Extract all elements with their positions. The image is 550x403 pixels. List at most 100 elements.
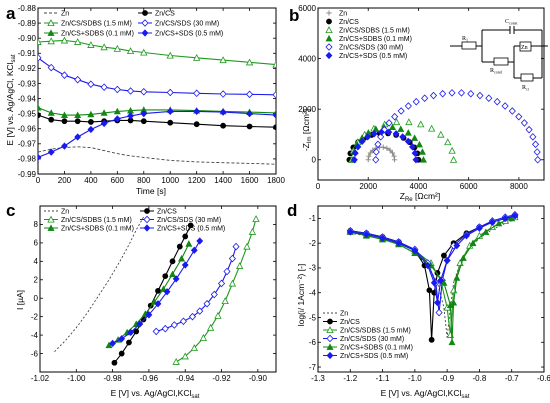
y-tick-label-a: -0.93 <box>18 79 37 88</box>
plot-frame-b <box>317 7 545 181</box>
data-point-b-5 <box>354 143 362 151</box>
data-point-a-1 <box>246 123 253 130</box>
x-tick-label-b: 8000 <box>510 182 528 191</box>
circuit-cconst-label: Cconst <box>505 19 518 26</box>
legend-marker <box>141 19 149 27</box>
legend-marker <box>142 10 148 16</box>
data-point-b-4 <box>533 148 541 156</box>
legend-entry-c-4: Zn/CS+SDBS (0.1 mM) <box>44 224 134 233</box>
ylabel-c: I [µA] <box>15 290 25 310</box>
data-point-b-3 <box>418 148 426 155</box>
circuit-rct-label: Rct <box>522 85 530 92</box>
data-point-c-4 <box>178 254 186 262</box>
series-line-c-4 <box>108 243 190 346</box>
data-point-b-4 <box>531 140 540 149</box>
data-point-d-1 <box>428 336 435 343</box>
data-point-a-1 <box>87 119 94 125</box>
data-point-b-5 <box>408 143 416 151</box>
x-tick-label-a: 1200 <box>188 176 206 185</box>
data-point-a-5 <box>140 109 148 118</box>
data-point-c-3 <box>152 327 160 336</box>
x-tick-label-a: 200 <box>58 176 72 185</box>
x-tick-label-d: -0.6 <box>537 374 550 383</box>
data-point-a-3 <box>100 83 108 92</box>
y-tick-label-d: -6 <box>309 338 317 347</box>
data-point-d-1 <box>426 287 433 294</box>
legend-marker <box>325 26 333 33</box>
data-point-c-3 <box>161 324 169 333</box>
x-tick-label-c: -1.00 <box>67 374 86 383</box>
y-tick-label-d: -7 <box>309 363 317 372</box>
plot-c: -1.02 -1.00 -0.98 -0.96 -0.94 -0.92 -0.90 -6 -4 -… <box>31 205 277 383</box>
data-point-c-5 <box>145 311 153 319</box>
legend-marker <box>326 343 334 350</box>
data-point-c-5 <box>109 339 117 348</box>
y-tick-label-c: 2 <box>34 276 39 285</box>
plot-frame-c <box>39 205 277 373</box>
y-tick-label-a: -0.97 <box>18 140 37 149</box>
legend-entry-a-3: Zn/CS/SDS (30 mM) <box>138 19 219 28</box>
x-tick-label-b: 2000 <box>359 182 377 191</box>
legend-entry-b-4: Zn/CS/SDS (30 mM) <box>325 43 403 52</box>
plot-series-c <box>54 215 260 366</box>
data-point-a-4 <box>38 103 42 111</box>
data-point-b-0 <box>365 157 371 163</box>
data-point-a-5 <box>38 153 42 162</box>
data-point-c-5 <box>136 320 144 328</box>
data-point-b-4 <box>534 155 542 164</box>
data-point-a-4 <box>113 107 121 115</box>
data-point-b-4 <box>529 133 537 141</box>
data-point-b-3 <box>389 123 397 131</box>
x-tick-label-c: -0.90 <box>249 374 268 383</box>
y-tick-label-c: -2 <box>31 312 39 321</box>
x-tick-label-c: -0.98 <box>103 374 122 383</box>
legend-entry-d-2: Zn/CS/SDBS (1.5 mM) <box>323 326 411 335</box>
data-point-d-5 <box>453 242 461 250</box>
data-point-a-2 <box>140 48 148 56</box>
y-tick-label-d: -5 <box>309 313 317 322</box>
data-point-b-3 <box>411 134 419 141</box>
data-point-b-4 <box>391 112 399 121</box>
data-point-b-0 <box>380 144 386 150</box>
legend-marker <box>327 318 333 325</box>
legend-label: Zn/CS/SDBS (1.5 mM) <box>61 217 132 224</box>
data-point-a-2 <box>272 60 276 68</box>
legend-entry-b-1: Zn/CS <box>326 18 359 26</box>
data-point-d-5 <box>476 224 483 232</box>
data-point-c-5 <box>181 261 189 269</box>
data-point-b-2 <box>437 130 445 138</box>
data-point-d-5 <box>424 261 432 270</box>
data-point-c-5 <box>196 237 204 245</box>
data-point-d-4 <box>453 274 461 281</box>
y-tick-label-a: -0.91 <box>18 49 37 58</box>
y-tick-label-a: -0.89 <box>18 19 37 28</box>
legend-entry-c-1: Zn/CS <box>140 208 177 216</box>
circuit-r1-label: R1 <box>462 36 468 43</box>
y-tick-label-a: -0.88 <box>18 4 37 13</box>
legend-entry-a-1: Zn/CS <box>138 10 175 18</box>
data-point-a-2 <box>245 58 254 66</box>
data-point-a-3 <box>246 90 254 99</box>
data-point-d-5 <box>395 239 403 247</box>
data-point-c-1 <box>155 287 161 294</box>
data-point-a-3 <box>47 63 55 72</box>
x-tick-label-b: 0 <box>316 182 321 191</box>
legend-entry-a-5: Zn/CS+SDS (0.5 mM) <box>138 29 223 38</box>
data-point-d-4 <box>508 214 516 222</box>
legend-entry-b-0: Zn <box>326 10 347 18</box>
data-point-c-2 <box>172 358 180 365</box>
x-tick-label-a: 1000 <box>161 176 179 185</box>
panel-letter-a: a <box>6 4 16 23</box>
data-point-b-4 <box>515 112 523 121</box>
data-point-b-4 <box>501 102 509 110</box>
data-point-d-5 <box>463 232 470 240</box>
data-point-b-5 <box>399 133 407 141</box>
data-point-b-4 <box>372 148 380 156</box>
data-point-d-5 <box>379 234 386 242</box>
data-point-d-5 <box>411 246 419 255</box>
data-point-d-5 <box>346 228 354 236</box>
data-point-b-4 <box>412 97 420 106</box>
legend-label: Zn/CS/SDS (30 mM) <box>157 217 221 224</box>
data-point-a-3 <box>38 54 42 62</box>
